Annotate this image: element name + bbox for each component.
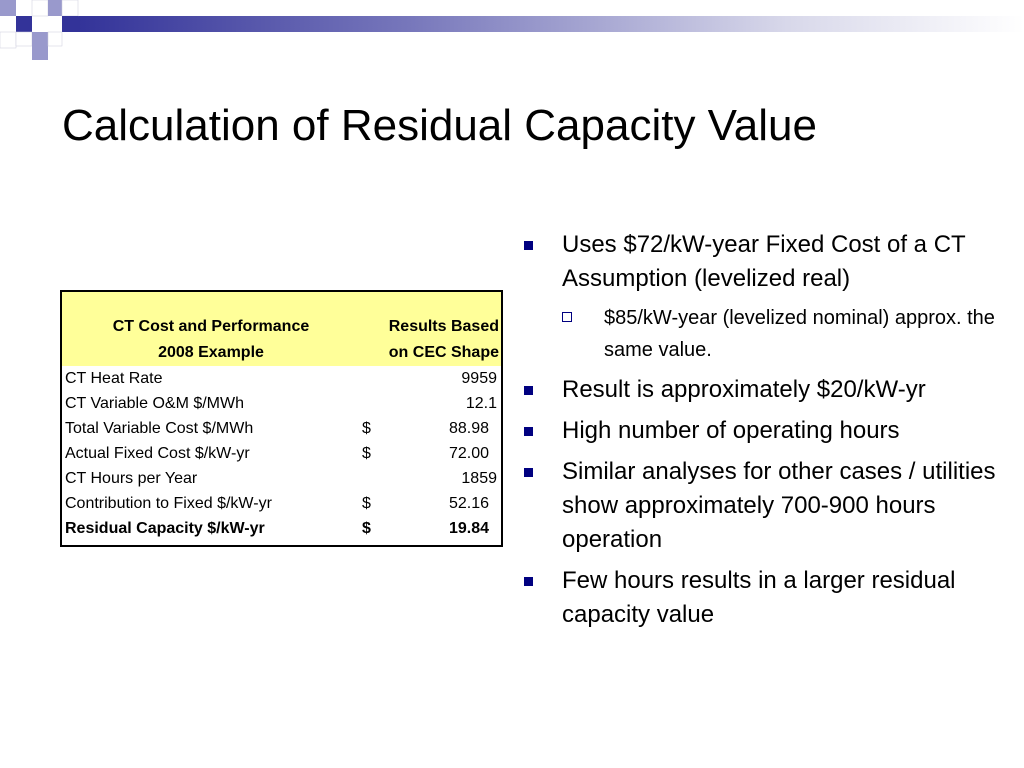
- row-amount: 9959: [461, 370, 497, 387]
- bullet-list: Uses $72/kW-year Fixed Cost of a CT Assu…: [520, 228, 1000, 639]
- slide-title: Calculation of Residual Capacity Value: [62, 101, 817, 150]
- bullet-item: Few hours results in a larger residual c…: [520, 564, 1000, 632]
- currency-symbol: $: [362, 445, 371, 462]
- row-value-contribution: $52.16: [358, 491, 502, 516]
- row-label-total-variable-cost: Total Variable Cost $/MWh: [65, 420, 254, 437]
- decorative-header-band: [0, 0, 1024, 62]
- row-value-hours-per-year: 1859: [358, 466, 502, 491]
- bullet-item: Result is approximately $20/kW-yr: [520, 373, 1000, 407]
- row-value-heat-rate: 9959: [358, 366, 502, 391]
- table-row: Total Variable Cost $/MWh $88.98: [61, 416, 502, 441]
- row-label-variable-om: CT Variable O&M $/MWh: [65, 395, 245, 412]
- row-label-residual-capacity: Residual Capacity $/kW-yr: [65, 520, 265, 537]
- table-row-total: Residual Capacity $/kW-yr $19.84: [61, 516, 502, 546]
- header-value-line1: Results Based: [388, 318, 499, 335]
- square-bullet-icon: [524, 468, 533, 477]
- row-amount: 12.1: [465, 395, 497, 412]
- header-value-line2: on CEC Shape: [388, 344, 499, 361]
- table-row: Actual Fixed Cost $/kW-yr $72.00: [61, 441, 502, 466]
- header-label-line1: CT Cost and Performance: [112, 318, 310, 335]
- sub-bullet-item: $85/kW-year (levelized nominal) approx. …: [562, 302, 1000, 366]
- table-row: CT Variable O&M $/MWh 12.1: [61, 391, 502, 416]
- hollow-square-bullet-icon: [562, 312, 572, 322]
- row-label-heat-rate: CT Heat Rate: [65, 370, 163, 387]
- square-bullet-icon: [524, 386, 533, 395]
- row-amount: 72.00: [448, 445, 489, 462]
- square-bullet-icon: [524, 241, 533, 250]
- ct-cost-table: CT Cost and Performance 2008 Example Res…: [60, 290, 503, 547]
- bullet-item: Uses $72/kW-year Fixed Cost of a CT Assu…: [520, 228, 1000, 366]
- header-label-line2: 2008 Example: [158, 344, 264, 361]
- checkered-squares-graphic: [0, 0, 1024, 60]
- row-label-actual-fixed-cost: Actual Fixed Cost $/kW-yr: [65, 445, 250, 462]
- currency-symbol: $: [362, 495, 371, 512]
- row-label-contribution: Contribution to Fixed $/kW-yr: [65, 495, 272, 512]
- row-value-variable-om: 12.1: [358, 391, 502, 416]
- bullet-text: Few hours results in a larger residual c…: [562, 567, 956, 628]
- bullet-item: Similar analyses for other cases / utili…: [520, 455, 1000, 557]
- row-amount: 88.98: [448, 420, 489, 437]
- currency-symbol: $: [362, 420, 371, 437]
- row-amount: 52.16: [448, 495, 489, 512]
- sub-bullet-list: $85/kW-year (levelized nominal) approx. …: [562, 302, 1000, 366]
- bullet-text: Result is approximately $20/kW-yr: [562, 376, 926, 403]
- row-amount: 1859: [461, 470, 497, 487]
- bullet-text: Uses $72/kW-year Fixed Cost of a CT Assu…: [562, 231, 966, 292]
- currency-symbol: $: [362, 520, 371, 537]
- bullet-item: High number of operating hours: [520, 414, 1000, 448]
- square-bullet-icon: [524, 577, 533, 586]
- sub-bullet-text: $85/kW-year (levelized nominal) approx. …: [604, 307, 995, 361]
- row-label-hours-per-year: CT Hours per Year: [65, 470, 198, 487]
- table-row: Contribution to Fixed $/kW-yr $52.16: [61, 491, 502, 516]
- header-cost-performance: CT Cost and Performance 2008 Example: [61, 291, 358, 366]
- row-value-actual-fixed-cost: $72.00: [358, 441, 502, 466]
- row-value-total-variable-cost: $88.98: [358, 416, 502, 441]
- row-amount: 19.84: [448, 520, 489, 537]
- header-results: Results Based on CEC Shape: [358, 291, 502, 366]
- bullet-text: High number of operating hours: [562, 417, 900, 444]
- table-row: CT Heat Rate 9959: [61, 366, 502, 391]
- row-value-residual-capacity: $19.84: [358, 516, 502, 546]
- table-row: CT Hours per Year 1859: [61, 466, 502, 491]
- table-header-row: CT Cost and Performance 2008 Example Res…: [61, 291, 502, 366]
- bullet-text: Similar analyses for other cases / utili…: [562, 458, 996, 553]
- square-bullet-icon: [524, 427, 533, 436]
